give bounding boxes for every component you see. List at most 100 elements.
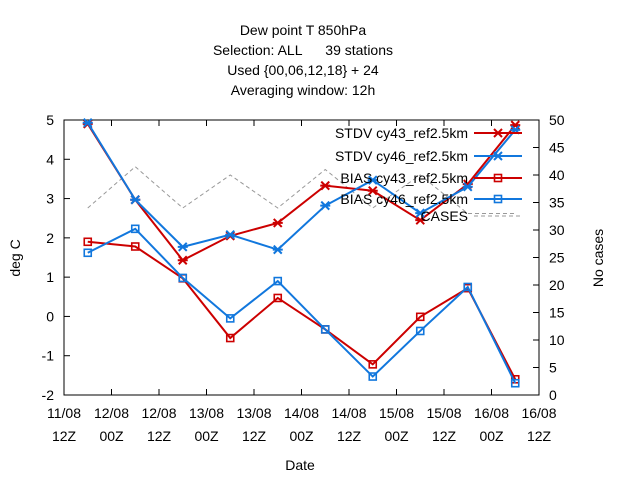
data-point-marker xyxy=(415,215,426,225)
x-tick-label-date: 15/08 xyxy=(426,405,461,421)
title-line-4: Averaging window: 12h xyxy=(231,82,376,98)
y2-tick-label: 25 xyxy=(549,250,565,266)
legend-entry: STDV cy43_ref2.5km xyxy=(335,125,522,141)
y-tick-label: 0 xyxy=(46,308,54,324)
data-point-marker xyxy=(320,325,330,334)
legend-label: BIAS cy43_ref2.5km xyxy=(340,170,468,186)
data-point-marker xyxy=(415,326,425,336)
data-point-marker xyxy=(177,255,188,265)
series-line xyxy=(87,227,517,384)
y2-tick-label: 45 xyxy=(549,140,565,156)
data-point-marker xyxy=(493,128,503,138)
data-point-marker xyxy=(273,276,283,286)
y2-tick-label: 30 xyxy=(549,222,565,238)
series-line xyxy=(86,122,517,251)
series-bias-cy46-ref2-5km xyxy=(83,224,520,388)
data-point-marker xyxy=(367,175,378,185)
x-tick-label-hour: 00Z xyxy=(99,428,124,444)
y2-axis-label: No cases xyxy=(590,229,606,287)
x-tick-label-date: 14/08 xyxy=(331,405,366,421)
data-point-marker xyxy=(130,242,140,251)
x-axis-label: Date xyxy=(285,457,315,473)
x-tick-label-hour: 12Z xyxy=(147,428,172,444)
data-point-marker xyxy=(368,372,378,381)
y-tick-label: 3 xyxy=(46,191,54,207)
x-tick-label-date: 13/08 xyxy=(189,405,224,421)
x-tick-label-date: 12/08 xyxy=(141,405,176,421)
series-line xyxy=(87,166,516,214)
y-axis-label: deg C xyxy=(7,239,23,276)
data-point-marker xyxy=(225,230,236,240)
data-point-marker xyxy=(178,273,188,283)
y2-tick-label: 20 xyxy=(549,277,565,293)
data-point-marker xyxy=(462,182,473,192)
legend-entry: BIAS cy43_ref2.5km xyxy=(340,170,522,186)
x-tick-label-hour: 12Z xyxy=(52,428,77,444)
x-tick-label-hour: 00Z xyxy=(194,428,219,444)
x-tick-label-hour: 00Z xyxy=(384,428,409,444)
x-tick-label-date: 15/08 xyxy=(379,405,414,421)
data-point-marker xyxy=(510,378,520,388)
x-tick-label-date: 12/08 xyxy=(94,405,129,421)
data-point-marker xyxy=(463,282,473,292)
data-point-marker xyxy=(225,314,235,323)
y-tick-label: 4 xyxy=(46,151,54,167)
series-line xyxy=(86,123,517,262)
data-point-marker xyxy=(493,151,503,161)
data-point-marker xyxy=(415,208,426,218)
data-point-marker xyxy=(320,200,331,211)
y-tick-label: 2 xyxy=(46,230,54,246)
x-tick-label-hour: 00Z xyxy=(289,428,314,444)
x-tick-label-date: 16/08 xyxy=(474,405,509,421)
data-point-marker xyxy=(83,248,93,258)
data-point-marker xyxy=(493,173,503,183)
y-tick-label: 5 xyxy=(46,112,54,128)
data-point-marker xyxy=(510,120,521,130)
title-line-2: Selection: ALL 39 stations xyxy=(213,42,393,58)
data-point-marker xyxy=(130,195,141,205)
legend-label: STDV cy43_ref2.5km xyxy=(335,125,468,141)
x-tick-label-hour: 12Z xyxy=(337,428,362,444)
x-tick-label-hour: 12Z xyxy=(527,428,552,444)
x-tick-label-date: 16/08 xyxy=(521,405,556,421)
series-line xyxy=(87,240,517,380)
legend-label: STDV cy46_ref2.5km xyxy=(335,148,468,164)
data-point-marker xyxy=(83,237,93,247)
data-point-marker xyxy=(415,312,425,322)
data-point-marker xyxy=(320,180,331,191)
legend-entry: CASES xyxy=(421,208,522,224)
y2-tick-label: 50 xyxy=(549,112,565,128)
x-tick-label-date: 11/08 xyxy=(47,405,81,421)
data-point-marker xyxy=(177,242,188,252)
data-point-marker xyxy=(82,118,93,128)
y2-tick-label: 10 xyxy=(549,332,565,348)
x-tick-label-date: 13/08 xyxy=(236,405,271,421)
y2-tick-label: 0 xyxy=(549,387,557,403)
data-point-marker xyxy=(130,224,140,234)
data-point-marker xyxy=(368,360,378,369)
x-tick-label-hour: 12Z xyxy=(242,428,267,444)
y2-tick-label: 5 xyxy=(549,360,557,376)
y2-tick-label: 35 xyxy=(549,195,565,211)
series-layer xyxy=(82,118,521,388)
legend-entry: BIAS cy46_ref2.5km xyxy=(340,191,522,207)
legend-entry: STDV cy46_ref2.5km xyxy=(335,148,522,164)
series-bias-cy43-ref2-5km xyxy=(83,237,520,384)
data-point-marker xyxy=(272,218,283,228)
data-point-marker xyxy=(273,293,283,303)
chart-title: Dew point T 850hPa Selection: ALL 39 sta… xyxy=(213,22,393,98)
axes-layer: -2-10123450510152025303540455011/0812Z12… xyxy=(42,112,565,444)
data-point-marker xyxy=(493,194,503,204)
legend: STDV cy43_ref2.5km STDV cy46_ref2.5km BIAS… xyxy=(335,125,522,224)
legend-label: CASES xyxy=(421,208,468,224)
y-tick-label: -1 xyxy=(42,348,55,364)
title-line-1: Dew point T 850hPa xyxy=(240,22,367,38)
y2-tick-label: 40 xyxy=(549,167,565,183)
y-tick-label: 1 xyxy=(46,269,54,285)
series-cases xyxy=(87,166,516,214)
data-point-marker xyxy=(272,244,283,255)
series-stdv-cy46-ref2-5km xyxy=(82,118,521,255)
y-tick-label: -2 xyxy=(42,387,55,403)
